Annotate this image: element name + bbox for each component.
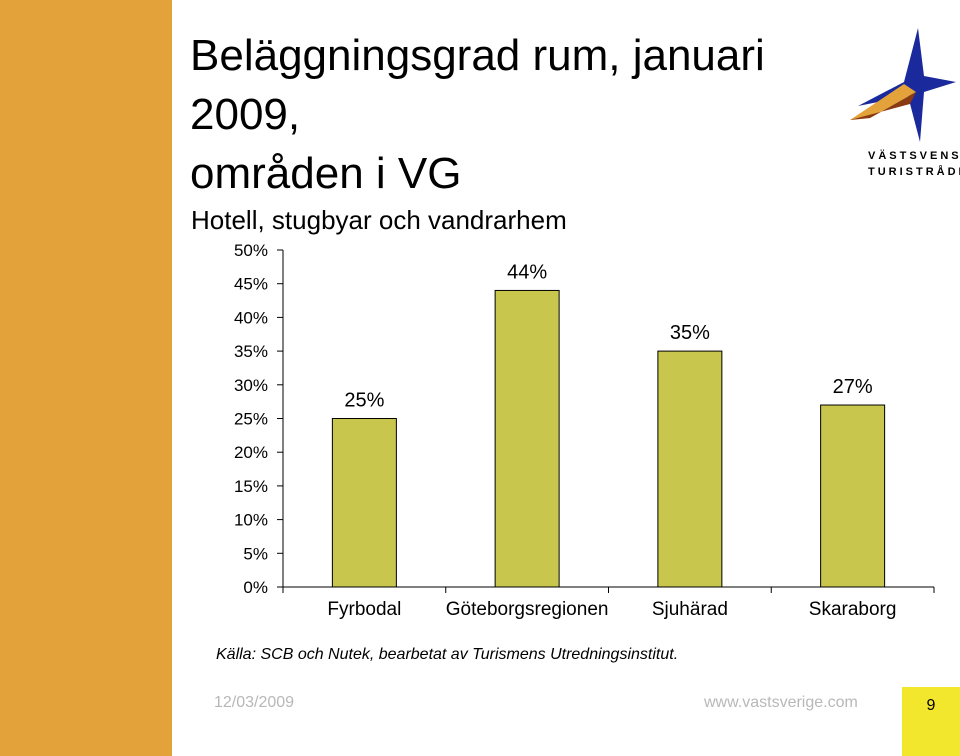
title-line-3: områden i VG bbox=[190, 149, 462, 198]
logo-text-line2: TURISTRÅDET bbox=[868, 166, 960, 178]
star-logo-icon bbox=[850, 28, 956, 142]
y-tick-label: 0% bbox=[243, 578, 268, 597]
data-label: 35% bbox=[670, 322, 710, 344]
category-label: Göteborgsregionen bbox=[446, 599, 609, 620]
logo-text-line1: VÄSTSVENSKA bbox=[868, 150, 960, 162]
y-tick-label: 15% bbox=[234, 477, 268, 496]
data-label: 25% bbox=[344, 390, 384, 412]
bar bbox=[657, 350, 723, 588]
bar bbox=[494, 289, 560, 588]
page-number-box: 9 bbox=[902, 687, 960, 756]
bar bbox=[331, 418, 397, 588]
data-label: 27% bbox=[833, 376, 873, 398]
source-note: Källa: SCB och Nutek, bearbetat av Turis… bbox=[216, 646, 679, 663]
y-tick-label: 40% bbox=[234, 308, 268, 327]
page-number: 9 bbox=[926, 697, 936, 714]
y-tick-label: 50% bbox=[234, 241, 268, 260]
title-line-1: Beläggningsgrad rum, januari bbox=[190, 31, 765, 80]
category-label: Sjuhärad bbox=[652, 599, 728, 620]
y-tick-label: 45% bbox=[234, 275, 268, 294]
y-tick-label: 20% bbox=[234, 443, 268, 462]
slide-title: Beläggningsgrad rum, januari 2009, områd… bbox=[190, 26, 850, 203]
data-label: 44% bbox=[507, 261, 547, 283]
category-label: Fyrbodal bbox=[327, 599, 401, 620]
footer-date: 12/03/2009 bbox=[214, 694, 295, 711]
y-tick-label: 10% bbox=[234, 511, 268, 530]
y-tick-label: 35% bbox=[234, 342, 268, 361]
bar-chart: 0% 5% 10% 15% 20% 25% 30% 35% 40% 45% 50% 25% Fyrbod… bbox=[234, 241, 935, 620]
title-line-2: 2009, bbox=[190, 90, 301, 139]
slide-subtitle: Hotell, stugbyar och vandrarhem bbox=[191, 205, 567, 235]
y-tick-label: 5% bbox=[243, 544, 268, 563]
category-label: Skaraborg bbox=[809, 599, 897, 620]
logo-star-orange bbox=[850, 84, 916, 120]
bar bbox=[820, 404, 886, 588]
left-color-band bbox=[0, 0, 172, 756]
y-tick-label: 25% bbox=[234, 410, 268, 429]
logo-star-blue bbox=[858, 28, 956, 142]
y-tick-label: 30% bbox=[234, 376, 268, 395]
footer-url: www.vastsverige.com bbox=[704, 694, 858, 711]
